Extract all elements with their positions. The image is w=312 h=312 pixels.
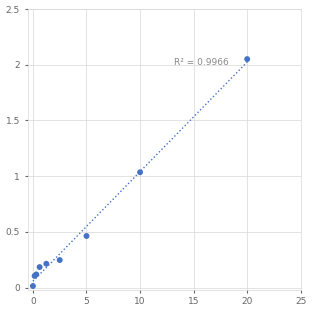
Point [44, 261, 49, 266]
Point [84, 233, 89, 238]
Point [31, 284, 36, 289]
Point [138, 170, 143, 175]
Text: R² = 0.9966: R² = 0.9966 [174, 58, 229, 67]
Point [32, 273, 37, 278]
Point [34, 272, 39, 277]
Point [37, 265, 42, 270]
Point [245, 56, 250, 61]
Point [57, 258, 62, 263]
